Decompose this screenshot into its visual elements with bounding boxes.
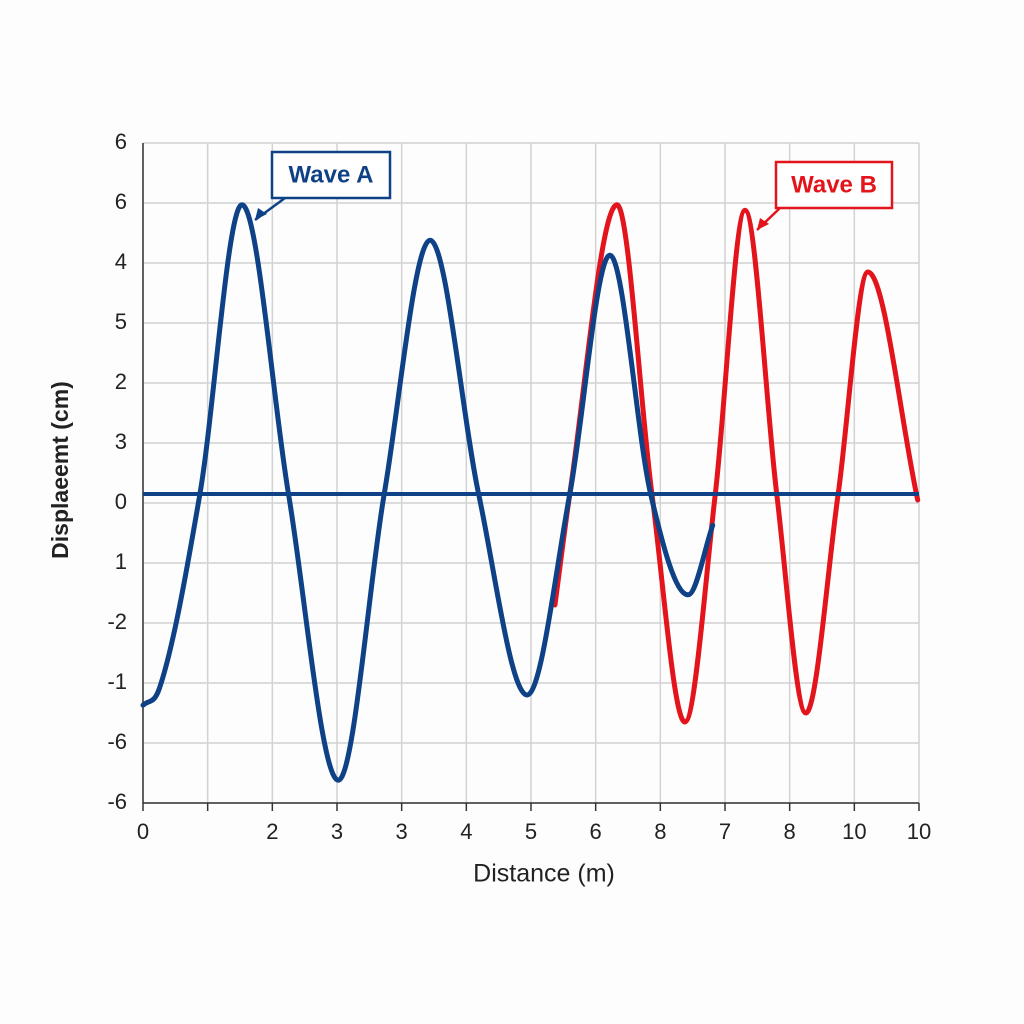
x-tick-label: 6 — [590, 819, 602, 844]
legend-label: Wave A — [289, 161, 374, 188]
annotation-box — [270, 150, 392, 200]
x-tick-label: 8 — [784, 819, 796, 844]
y-tick-label: 6 — [115, 189, 127, 214]
y-tick-label: 2 — [115, 369, 127, 394]
y-axis-label: Displaeemt (cm) — [47, 381, 73, 559]
y-tick-label: 4 — [115, 249, 127, 274]
y-tick-label: 6 — [115, 129, 127, 154]
x-tick-label: 7 — [719, 819, 731, 844]
line — [552, 202, 921, 725]
x-axis-label: Distance (m) — [473, 860, 615, 888]
legend-label: Wave B — [791, 171, 877, 198]
x-tick-label: 2 — [266, 819, 278, 844]
line — [140, 202, 716, 783]
x-tick-label: 10 — [842, 819, 866, 844]
x-tick-label: 0 — [137, 819, 149, 844]
y-tick-label: 3 — [115, 429, 127, 454]
y-tick-label: -6 — [107, 789, 127, 814]
y-tick-label: 5 — [115, 309, 127, 334]
x-tick-label: 3 — [331, 819, 343, 844]
annotation-box — [774, 160, 894, 210]
y-tick-label: 0 — [115, 489, 127, 514]
x-tick-label: 10 — [907, 819, 931, 844]
y-tick-label: 1 — [115, 549, 127, 574]
x-tick-label: 3 — [396, 819, 408, 844]
y-tick-label: -6 — [107, 729, 127, 754]
y-tick-label: -2 — [107, 609, 127, 634]
x-tick-label: 5 — [525, 819, 537, 844]
annotation-arrowhead — [757, 218, 769, 230]
annotation-arrowhead — [255, 208, 267, 220]
x-tick-label: 4 — [460, 819, 472, 844]
y-tick-label: -1 — [107, 669, 127, 694]
x-tick-label: 8 — [654, 819, 666, 844]
